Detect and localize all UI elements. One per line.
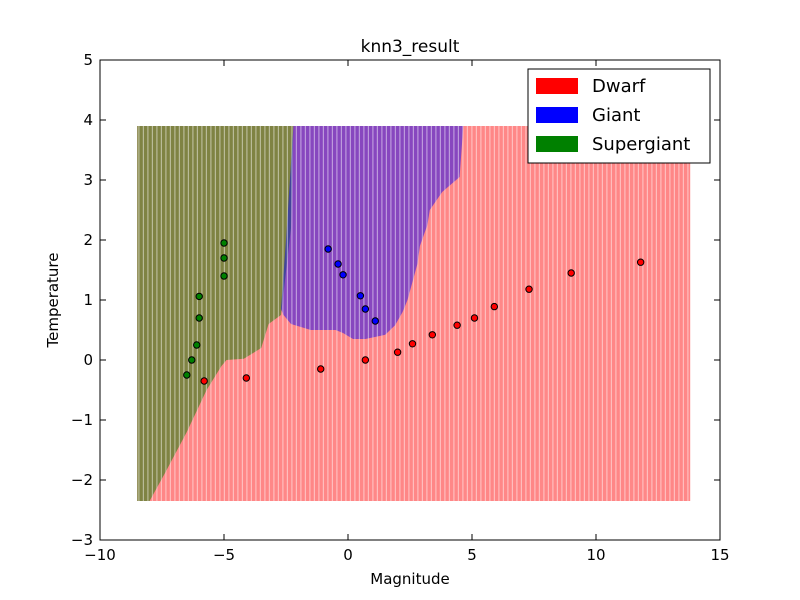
chart-title: knn3_result	[361, 37, 460, 57]
point-supergiant	[220, 254, 228, 262]
point-supergiant	[220, 272, 228, 280]
y-axis-label: Temperature	[44, 252, 62, 348]
legend-swatch-dwarf	[536, 78, 578, 94]
point-giant	[324, 245, 332, 253]
point-dwarf	[525, 285, 533, 293]
y-axis-ticks: −3 −2 −1 0 1 2 3 4 5	[71, 51, 720, 549]
point-dwarf	[636, 258, 645, 266]
x-tick-label: 0	[343, 546, 353, 564]
point-dwarf	[428, 331, 437, 339]
y-tick-label: 4	[83, 111, 93, 129]
point-supergiant	[195, 314, 203, 322]
point-dwarf	[317, 365, 325, 373]
y-tick-label: 2	[83, 231, 93, 249]
legend-swatch-giant	[536, 107, 578, 123]
legend-swatch-supergiant	[536, 136, 578, 152]
y-tick-label: 3	[83, 171, 93, 189]
point-dwarf	[408, 340, 417, 348]
x-tick-label: 5	[467, 546, 477, 564]
point-giant	[339, 271, 347, 279]
y-tick-label: 1	[83, 291, 93, 309]
x-axis-label: Magnitude	[370, 570, 449, 588]
point-dwarf	[361, 356, 370, 364]
point-giant	[356, 292, 365, 300]
point-giant	[334, 260, 342, 268]
legend-label-dwarf: Dwarf	[592, 76, 646, 97]
x-tick-label: −10	[84, 546, 116, 564]
point-giant	[371, 317, 379, 325]
point-supergiant	[195, 292, 203, 301]
point-dwarf	[567, 269, 575, 277]
point-dwarf	[200, 377, 208, 385]
x-tick-label: −5	[213, 546, 235, 564]
point-dwarf	[393, 348, 402, 356]
point-dwarf	[470, 314, 479, 322]
y-tick-label: −2	[71, 471, 93, 489]
y-tick-label: −3	[71, 531, 93, 549]
y-tick-label: −1	[71, 411, 93, 429]
point-supergiant	[183, 371, 191, 379]
x-axis-ticks: −10 −5 0 5 10 15	[84, 60, 730, 564]
legend-label-supergiant: Supergiant	[592, 134, 690, 155]
data-points	[183, 239, 645, 385]
point-dwarf	[242, 374, 251, 382]
legend-label-giant: Giant	[592, 105, 640, 126]
y-tick-label: 5	[83, 51, 93, 69]
x-tick-label: 10	[586, 546, 605, 564]
point-dwarf	[490, 302, 499, 311]
point-supergiant	[193, 341, 201, 349]
y-tick-label: 0	[83, 351, 93, 369]
point-supergiant	[220, 239, 228, 247]
point-supergiant	[188, 356, 196, 364]
point-dwarf	[453, 321, 461, 329]
legend: Dwarf Giant Supergiant	[527, 68, 711, 164]
plot-area	[137, 126, 691, 501]
point-giant	[361, 305, 370, 313]
x-tick-label: 15	[710, 546, 729, 564]
region-stripes	[137, 126, 691, 501]
